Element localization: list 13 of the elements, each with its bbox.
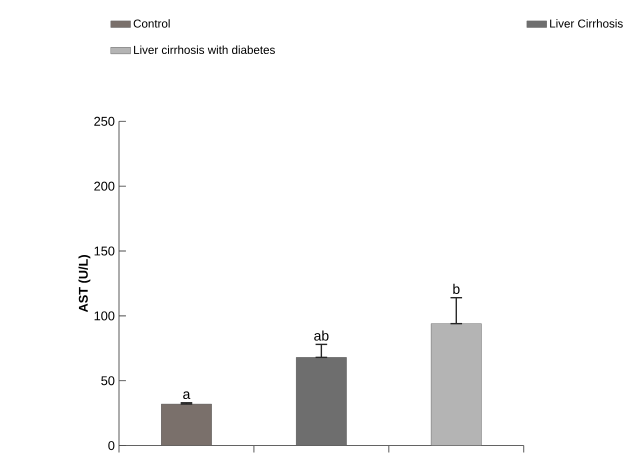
legend-label: Liver cirrhosis with diabetes [134,45,275,54]
y-tick-label: 50 [101,376,114,386]
y-axis-title: AST (U/L) [78,254,90,312]
y-tick-label: 150 [94,246,114,256]
y-tick-label: 100 [94,311,114,320]
y-tick-label: 200 [94,182,114,191]
y-tick-label: 0 [108,441,114,450]
y-tick-label: 250 [94,116,114,126]
annotation: ab [314,330,329,341]
annotation: a [183,391,190,399]
legend-label: Control [134,19,170,28]
annotation: b [453,284,460,294]
legend-label: Liver Cirrhosis [550,19,623,28]
